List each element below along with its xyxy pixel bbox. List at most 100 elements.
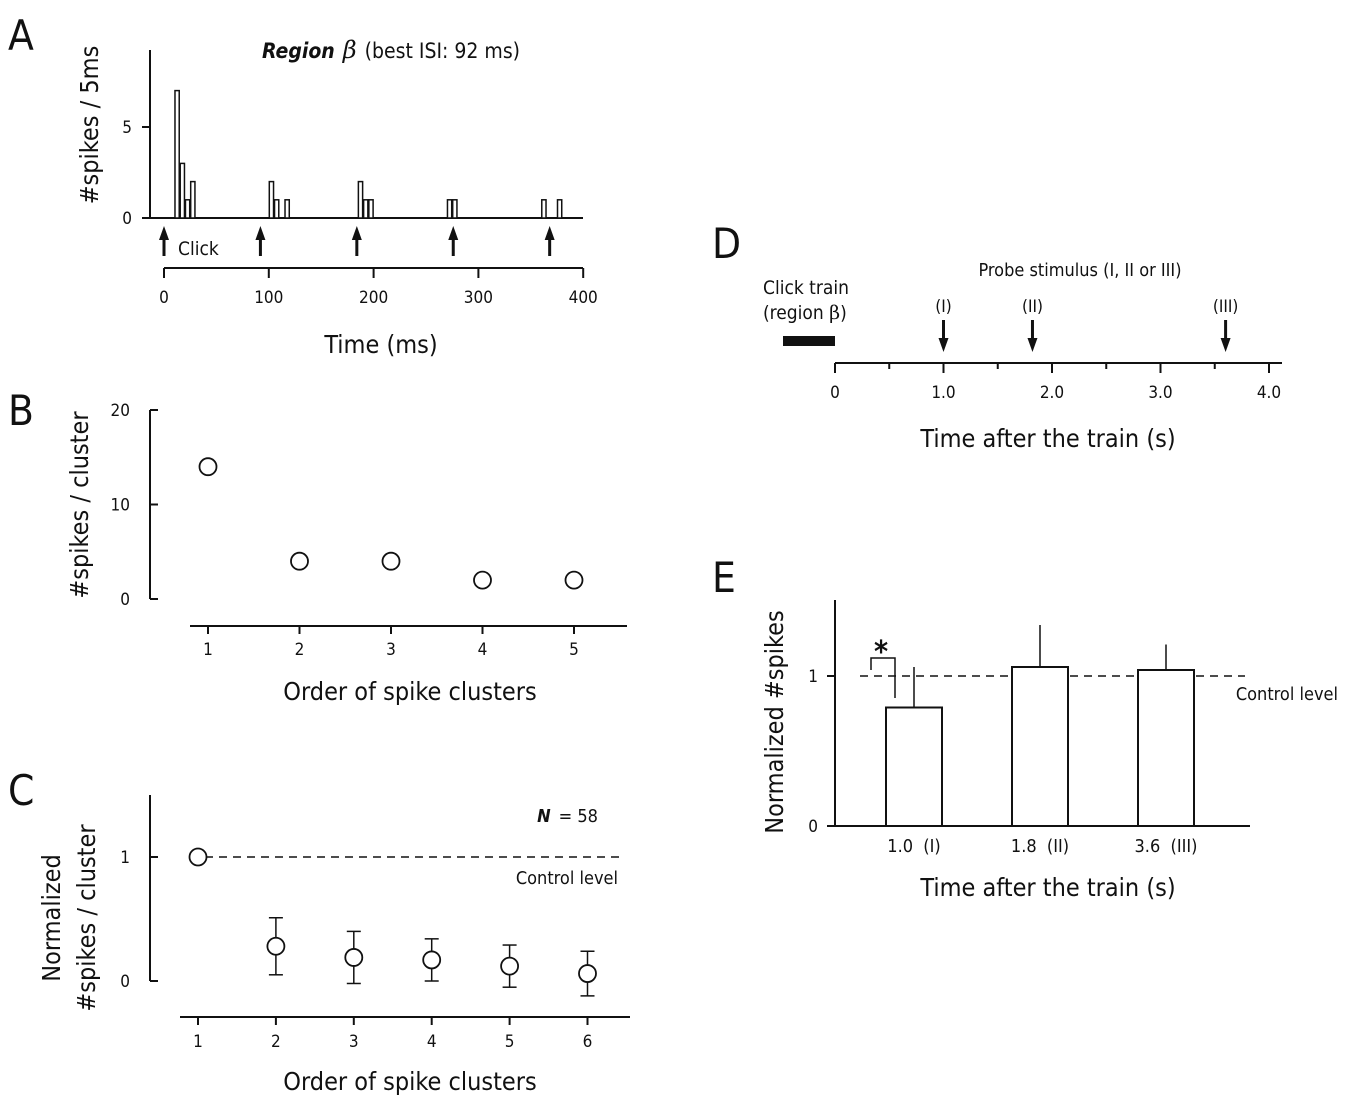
panel-b-x-tick-label: 2 xyxy=(295,640,305,660)
panel-d-train-bar xyxy=(783,336,835,346)
panel-a-bar xyxy=(273,199,280,219)
panel-a-bar xyxy=(446,199,453,219)
panel-a-title-italic: Region xyxy=(262,39,335,63)
panel-d-train-label-2-text: (region xyxy=(763,302,829,324)
panel-c-y-ticks: 01 xyxy=(120,848,158,992)
panel-b-points xyxy=(198,457,584,590)
panel-a-x-tick-label: 400 xyxy=(569,288,598,308)
panel-b-x-ticks: 1 2 3 4 5 xyxy=(203,626,579,660)
panel-a-bar xyxy=(362,199,369,219)
panel-c-label: C xyxy=(8,766,34,815)
panel-b-x-tick-label: 3 xyxy=(386,640,396,660)
panel-c-xlabel: Order of spike clusters xyxy=(283,1067,536,1095)
panel-a-label: A xyxy=(8,11,34,60)
panel-c-ylabel-1: Normalized xyxy=(37,854,66,982)
panel-d-probe-label: (II) xyxy=(1022,297,1043,317)
panel-e-category-label: 1.8 (II) xyxy=(1011,836,1069,857)
panel-b-y-tick-label: 0 xyxy=(120,590,130,610)
panel-a-bar xyxy=(174,89,180,219)
panel-b-label: B xyxy=(8,386,34,435)
panel-a-x-tick-label: 200 xyxy=(359,288,388,308)
panel-e-significance-star: * xyxy=(874,635,888,670)
panel-d-probe-label: (I) xyxy=(935,297,951,317)
panel-a: A Region β (best ISI: 92 ms) #spikes / 5ms… xyxy=(8,11,598,359)
panel-a-title-rest: (best ISI: 92 ms) xyxy=(365,39,520,63)
panel-e-significance-bracket xyxy=(870,657,896,698)
panel-d-tick-label: 1.0 xyxy=(931,383,955,403)
panel-a-bar xyxy=(284,199,291,219)
panel-d-train-label-2-end: ) xyxy=(840,302,847,324)
panel-b-point xyxy=(473,570,492,590)
panel-a-bar xyxy=(189,180,196,219)
panel-b-x-tick-label: 1 xyxy=(203,640,213,660)
panel-c-y-tick-label: 1 xyxy=(120,848,130,868)
panel-c-n-rest: = 58 xyxy=(559,806,598,827)
panel-c-point xyxy=(344,948,364,967)
panel-b-ylabel: #spikes / cluster xyxy=(65,411,94,599)
panel-e-xlabel: Time after the train (s) xyxy=(919,873,1175,902)
panel-a-bar xyxy=(357,180,364,219)
panel-e-y-tick-label: 0 xyxy=(808,817,818,837)
panel-a-x-tick-label: 0 xyxy=(159,288,169,308)
panel-a-bars xyxy=(174,89,563,219)
panel-e-ylabel: Normalized #spikes xyxy=(760,610,789,833)
panel-a-bar xyxy=(368,199,374,219)
panel-c-x-tick-label: 3 xyxy=(349,1032,359,1052)
panel-e-y-tick-label: 1 xyxy=(808,667,818,687)
panel-b-y-tick-label: 10 xyxy=(111,496,130,516)
panel-a-click-arrowhead xyxy=(159,226,169,240)
panel-d-tick-label: 4.0 xyxy=(1257,383,1281,403)
panel-d-probe-arrowhead xyxy=(1027,338,1038,352)
panel-c: C Normalized #spikes / cluster 01 Contro… xyxy=(8,766,630,1095)
panel-a-y-ticks: 05 xyxy=(122,118,150,229)
panel-c-point xyxy=(422,950,442,970)
panel-a-xlabel: Time (ms) xyxy=(323,330,437,359)
panel-a-bar xyxy=(179,162,186,219)
panel-c-x-tick-label: 5 xyxy=(505,1032,515,1052)
panel-d-tick-label: 0 xyxy=(830,383,840,403)
panel-b-x-tick-label: 4 xyxy=(478,640,488,660)
panel-a-bar xyxy=(541,199,547,219)
panel-e-x-labels: 1.0 (I) 1.8 (II) 3.6 (III) xyxy=(887,836,1197,857)
panel-e-bar xyxy=(1011,666,1069,827)
panel-b-y-tick-label: 20 xyxy=(111,401,130,421)
panel-a-ylabel: #spikes / 5ms xyxy=(75,46,104,205)
panel-d-probe-title: Probe stimulus (I, II or III) xyxy=(978,260,1181,281)
panel-c-x-tick-label: 4 xyxy=(427,1032,437,1052)
panel-a-bar xyxy=(268,180,275,219)
panel-b-point xyxy=(198,457,218,477)
panel-e-control-label: Control level xyxy=(1236,684,1338,705)
panel-e-bars xyxy=(885,625,1195,827)
panel-c-n-italic: N xyxy=(537,806,551,827)
panel-d-label: D xyxy=(712,219,741,268)
panel-b-point xyxy=(381,551,401,571)
panel-c-n-label: N = 58 xyxy=(537,806,598,827)
panel-d-probe-label: (III) xyxy=(1213,297,1238,317)
panel-c-y-tick-label: 0 xyxy=(120,972,130,992)
panel-a-bar xyxy=(184,199,191,219)
panel-d-tick-label: 2.0 xyxy=(1040,383,1064,403)
panel-c-x-tick-label: 6 xyxy=(583,1032,593,1052)
panel-d-probes: (I) (II) (III) xyxy=(935,297,1238,352)
panel-b-xlabel: Order of spike clusters xyxy=(283,677,536,706)
panel-a-click-arrowhead xyxy=(448,226,459,240)
panel-d-train-label-2-symbol: β xyxy=(829,302,840,324)
panel-e-label: E xyxy=(712,553,736,602)
panel-e: E Normalized #spikes 01 Control level * … xyxy=(712,553,1338,902)
panel-d-tick-label: 3.0 xyxy=(1148,383,1172,403)
panel-c-control-label: Control level xyxy=(516,868,618,889)
panel-a-title-symbol: β xyxy=(342,36,357,64)
panel-a-x-tick-label: 300 xyxy=(464,288,493,308)
panel-e-bar xyxy=(885,706,943,827)
panel-d-probe-arrowhead xyxy=(1220,338,1231,352)
panel-c-point xyxy=(578,964,597,983)
panel-c-ylabel-2: #spikes / cluster xyxy=(72,824,101,1012)
panel-a-title: Region β (best ISI: 92 ms) xyxy=(262,36,520,64)
panel-d: D Click train (region β) Probe stimulus … xyxy=(712,219,1282,453)
panel-c-point xyxy=(500,956,520,976)
panel-a-click-markers xyxy=(159,226,555,256)
panel-c-points xyxy=(188,847,597,997)
panel-e-bar xyxy=(1137,669,1195,827)
panel-a-click-label: Click xyxy=(178,238,219,260)
